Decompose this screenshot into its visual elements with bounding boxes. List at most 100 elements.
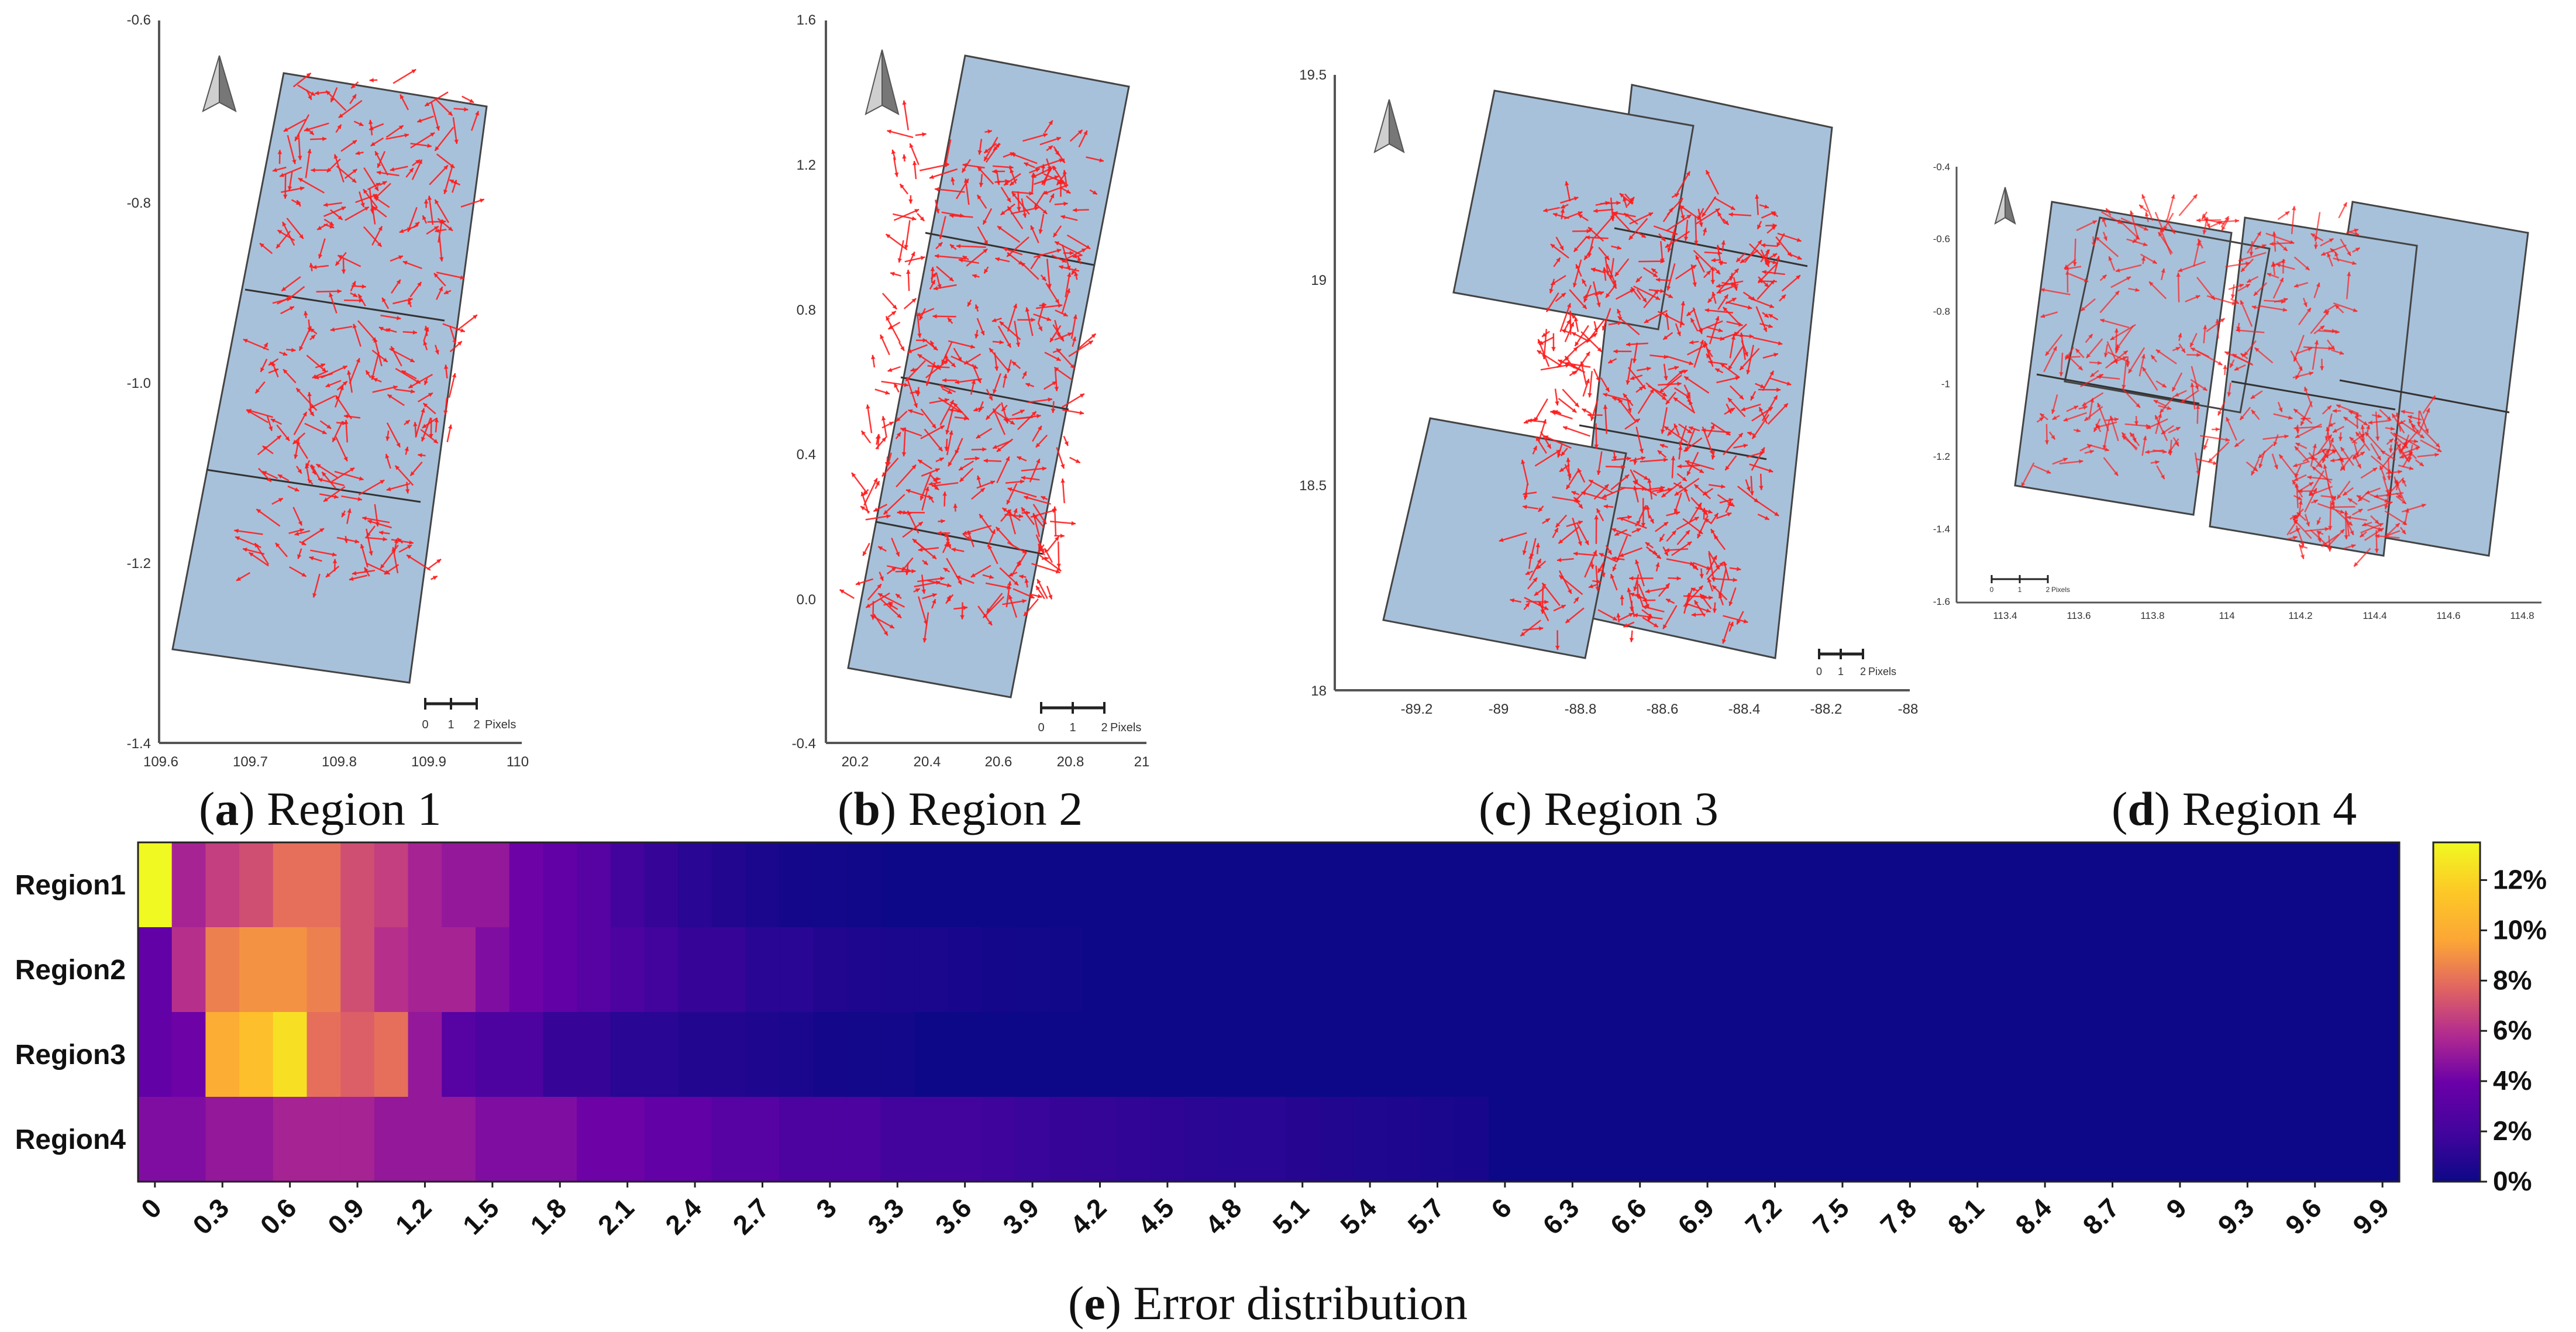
scale-bar-tick: 1 xyxy=(2018,586,2022,594)
vector-arrowhead xyxy=(2362,522,2367,526)
x-tick-label: -89.2 xyxy=(1401,701,1433,717)
vector-arrowhead xyxy=(1069,250,1074,256)
vector-arrowhead xyxy=(909,143,914,149)
displacement-vector xyxy=(1021,467,1047,471)
vector-arrowhead xyxy=(1585,235,1590,240)
vector-arrowhead xyxy=(2196,218,2201,223)
vector-arrowhead xyxy=(2059,372,2064,377)
heatmap-cell xyxy=(374,927,409,1012)
x-tick-label: 9.3 xyxy=(2212,1192,2260,1240)
vector-arrowhead xyxy=(1768,314,1773,318)
heatmap-cell xyxy=(171,927,206,1012)
vector-arrowhead xyxy=(971,380,976,384)
heatmap-cell xyxy=(880,927,915,1012)
vector-arrowhead xyxy=(1769,304,1774,308)
vector-arrowhead xyxy=(363,189,368,194)
vector-arrowhead xyxy=(450,163,455,168)
vector-arrowhead xyxy=(1764,313,1769,318)
displacement-vector xyxy=(1616,535,1628,562)
vector-arrowhead xyxy=(982,447,987,452)
displacement-vector xyxy=(246,409,274,418)
vector-arrowhead xyxy=(1544,600,1549,604)
y-tick-label: 1.6 xyxy=(797,12,816,28)
vector-arrowhead xyxy=(2310,233,2316,238)
vector-arrowhead xyxy=(1676,576,1681,581)
displacement-vector xyxy=(1053,506,1057,536)
panel-b-y-ticks: 1.6 1.2 0.8 0.4 0.0 -0.4 xyxy=(792,12,816,752)
x-tick-label: 114.4 xyxy=(2363,610,2386,621)
displacement-vector xyxy=(1727,346,1744,371)
vector-arrowhead xyxy=(401,370,407,375)
vector-arrowhead xyxy=(1556,450,1561,454)
vector-arrowhead xyxy=(281,287,287,291)
vector-arrowhead xyxy=(373,338,378,343)
vector-arrowhead xyxy=(479,198,484,203)
vector-arrowhead xyxy=(292,439,298,445)
vector-arrowhead xyxy=(877,584,881,589)
vector-arrowhead xyxy=(305,463,310,468)
vector-arrowhead xyxy=(1060,464,1065,469)
vector-arrowhead xyxy=(382,181,387,185)
displacement-vector xyxy=(1676,516,1700,531)
vector-arrowhead xyxy=(2175,347,2181,351)
vector-arrowhead xyxy=(2175,426,2181,431)
vector-arrowhead xyxy=(1608,359,1613,363)
displacement-vector xyxy=(406,554,431,571)
displacement-vector xyxy=(335,436,348,462)
vector-arrowhead xyxy=(2394,479,2399,484)
vector-arrowhead xyxy=(362,516,367,521)
vector-arrowhead xyxy=(993,389,997,394)
vector-arrowhead xyxy=(2344,535,2348,539)
displacement-vector xyxy=(1534,449,1561,467)
vector-arrowhead xyxy=(1545,518,1550,523)
displacement-vector xyxy=(1025,307,1034,336)
vector-arrowhead xyxy=(1616,613,1621,618)
vector-arrowhead xyxy=(1038,229,1043,234)
vector-arrowhead xyxy=(307,149,312,154)
displacement-vector xyxy=(2344,512,2347,540)
colorbar-ticks: 0%2%4%6%8%10%12% xyxy=(2480,864,2547,1196)
vector-arrowhead xyxy=(979,183,984,187)
displacement-vector xyxy=(866,404,873,433)
vector-arrowhead xyxy=(1000,321,1004,326)
displacement-vector xyxy=(2333,302,2358,312)
vector-arrowhead xyxy=(894,383,898,388)
vector-arrowhead xyxy=(1747,431,1752,436)
vector-arrowhead xyxy=(318,254,323,259)
vector-arrowhead xyxy=(1778,341,1783,346)
vector-arrowhead xyxy=(2040,314,2045,318)
vector-arrowhead xyxy=(1673,397,1678,402)
vector-arrowhead xyxy=(1665,583,1670,588)
panel-a-footprint xyxy=(171,72,488,684)
displacement-vector xyxy=(2121,388,2141,408)
displacement-vector xyxy=(1679,301,1685,328)
vector-arrowhead xyxy=(377,170,381,175)
vector-arrowhead xyxy=(2241,267,2246,272)
vector-arrowhead xyxy=(933,346,938,350)
vector-arrowhead xyxy=(1718,594,1723,599)
vector-arrowhead xyxy=(342,366,347,370)
displacement-vector xyxy=(374,150,389,176)
heatmap-cell xyxy=(442,1012,476,1097)
heatmap-cell xyxy=(306,927,341,1012)
vector-arrowhead xyxy=(316,464,321,469)
vector-arrowhead xyxy=(454,139,459,144)
vector-arrowhead xyxy=(1573,551,1578,556)
vector-arrowhead xyxy=(2284,434,2289,439)
vector-arrowhead xyxy=(1590,565,1594,569)
vector-arrowhead xyxy=(322,367,326,372)
vector-arrowhead xyxy=(1707,348,1711,353)
x-tick-label: 8.7 xyxy=(2077,1192,2125,1240)
vector-arrowhead xyxy=(1764,515,1769,520)
vector-arrowhead xyxy=(1649,388,1654,394)
vector-arrowhead xyxy=(983,240,988,245)
vector-arrowhead xyxy=(1747,305,1752,310)
vector-arrowhead xyxy=(1623,197,1627,202)
vector-arrowhead xyxy=(342,421,347,426)
vector-arrowhead xyxy=(944,446,949,451)
y-tick-label: -0.8 xyxy=(127,195,151,211)
vector-arrowhead xyxy=(1686,171,1690,176)
vector-arrowhead xyxy=(1544,605,1549,610)
vector-arrowhead xyxy=(2172,387,2176,392)
vector-arrowhead xyxy=(2409,466,2414,470)
